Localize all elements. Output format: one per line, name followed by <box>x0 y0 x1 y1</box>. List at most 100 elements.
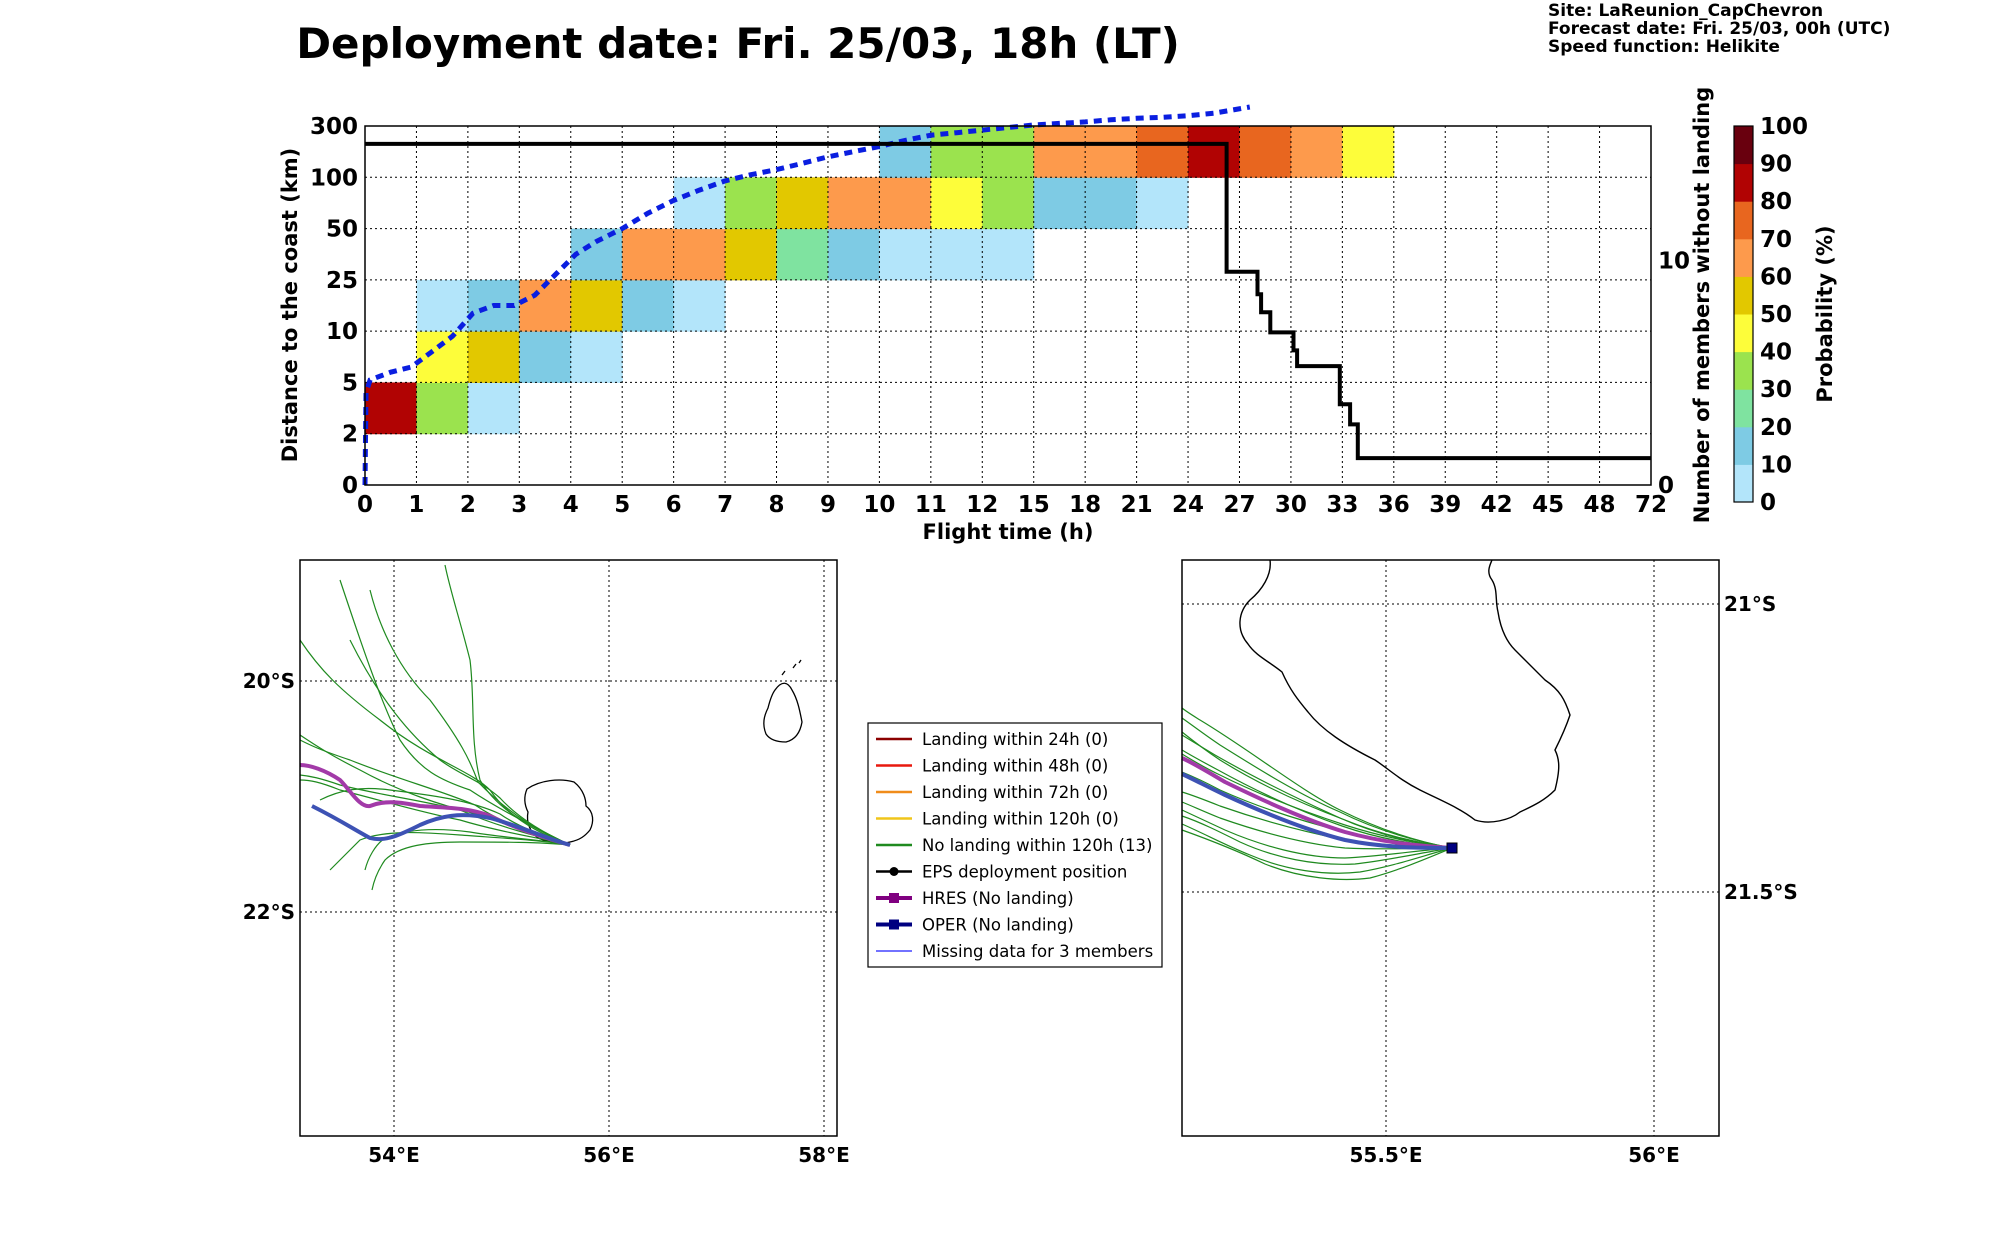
heatmap-cell <box>673 228 726 281</box>
heatmap-cells <box>365 126 1395 435</box>
page-title: Deployment date: Fri. 25/03, 18h (LT) <box>296 19 1180 68</box>
colorbar-tick-label: 0 <box>1760 490 1776 516</box>
colorbar-cell <box>1734 426 1753 465</box>
colorbar-cell <box>1734 126 1753 165</box>
heatmap-frame <box>364 125 1652 486</box>
probability-heatmap-chart: 0 1 2 3 4 5 6 7 8 9 10 11 12 15 18 21 24 27 30 33 36 39 42 45 48… <box>278 87 1714 544</box>
legend-label: Landing within 48h (0) <box>922 757 1108 776</box>
forecast-label: Forecast date: Fri. 25/03, 00h (UTC) <box>1548 19 1890 39</box>
legend-item: Landing within 120h (0) <box>876 810 1119 829</box>
x-tick-label: 10 <box>863 492 895 518</box>
heatmap-cell <box>930 228 983 281</box>
y2-tick-label: 10 <box>1658 249 1690 275</box>
heatmap-cell <box>622 228 675 281</box>
heatmap-cell <box>776 228 829 281</box>
x-tick-labels: 0 1 2 3 4 5 6 7 8 9 10 11 12 15 18 21 24 27 30 33 36 39 42 45 48… <box>357 492 1667 518</box>
legend-item: HRES (No landing) <box>876 889 1074 908</box>
y-tick-label: 300 <box>310 114 358 140</box>
legend-item: Landing within 72h (0) <box>876 783 1108 802</box>
colorbar-label: Probability (%) <box>1813 225 1837 402</box>
colorbar-cell <box>1734 464 1753 503</box>
x-tick-label: 30 <box>1275 492 1307 518</box>
colorbar-cell <box>1734 238 1753 277</box>
x-tick-label: 3 <box>511 492 527 518</box>
colorbar-tick-label: 10 <box>1760 452 1792 478</box>
heatmap-cell <box>1085 126 1138 178</box>
reunion-island-detail-outline <box>1239 559 1571 823</box>
y-tick-label: 5 <box>342 370 358 396</box>
heatmap-cell <box>673 279 726 332</box>
legend-label: HRES (No landing) <box>922 889 1074 908</box>
heatmap-cell <box>776 177 829 230</box>
heatmap-cell <box>1239 126 1292 178</box>
legend-label: EPS deployment position <box>922 863 1127 882</box>
right-lon-tick-55-5: 55.5°E <box>1349 1143 1422 1167</box>
x-tick-label: 7 <box>717 492 733 518</box>
colorbar-cell <box>1734 389 1753 428</box>
legend-item: No landing within 120h (13) <box>876 836 1152 855</box>
y-tick-label: 100 <box>310 165 358 191</box>
y2-tick-labels: 0 10 <box>1658 249 1690 499</box>
left-map-gridlines <box>300 560 837 1136</box>
heatmap-cell <box>416 382 469 435</box>
legend-label: OPER (No landing) <box>922 916 1074 935</box>
heatmap-cell <box>1342 126 1395 178</box>
legend-item: Missing data for 3 members <box>876 942 1153 961</box>
islet-1 <box>781 659 802 676</box>
x-axis-label: Flight time (h) <box>923 520 1094 544</box>
heatmap-cell <box>1136 177 1189 230</box>
colorbar-tick-label: 60 <box>1760 264 1792 290</box>
heatmap-cell <box>879 177 932 230</box>
x-tick-label: 27 <box>1223 492 1255 518</box>
x-tick-label: 6 <box>666 492 682 518</box>
right-lat-tick-21-5s: 21.5°S <box>1724 880 1798 904</box>
colorbar-cell <box>1734 314 1753 353</box>
x-tick-label: 8 <box>769 492 785 518</box>
legend-marker <box>889 893 899 903</box>
heatmap-cell <box>519 279 572 332</box>
reunion-island-outline <box>524 779 594 844</box>
heatmap-cell <box>1085 177 1138 230</box>
colorbar-tick-label: 50 <box>1760 302 1792 328</box>
heatmap-cell <box>982 228 1035 281</box>
y-tick-label: 10 <box>326 319 358 345</box>
colorbar-cell <box>1734 201 1753 240</box>
trajectory-legend: Landing within 24h (0) Landing within 48h… <box>867 722 1163 968</box>
legend-item: OPER (No landing) <box>876 916 1074 935</box>
heatmap-cell <box>1290 126 1343 178</box>
right-lat-tick-21s: 21°S <box>1724 592 1776 616</box>
heatmap-cell <box>725 177 778 230</box>
y-tick-label: 2 <box>342 422 358 448</box>
legend-label: No landing within 120h (13) <box>922 836 1152 855</box>
x-tick-label: 21 <box>1121 492 1153 518</box>
right-map-gridlines <box>1182 560 1719 1136</box>
x-tick-label: 5 <box>614 492 630 518</box>
colorbar-tick-labels: 0 10 20 30 40 50 60 70 80 90 100 <box>1760 114 1808 516</box>
left-lat-tick-22s: 22°S <box>243 900 295 924</box>
left-lon-tick-54: 54°E <box>368 1143 420 1167</box>
heatmap-cell <box>416 279 469 332</box>
heatmap-cell <box>725 228 778 281</box>
right-trajectory-map: 55.5°E 56°E 21°S 21.5°S <box>1181 559 1798 1167</box>
probability-colorbar: 0 10 20 30 40 50 60 70 80 90 100 Probability (%) <box>1733 114 1837 516</box>
deployment-position-marker <box>1446 842 1458 854</box>
heatmap-cell <box>570 279 623 332</box>
heatmap-cell <box>879 126 932 178</box>
legend-item: EPS deployment position <box>876 863 1127 882</box>
heatmap-cell <box>827 228 880 281</box>
x-tick-label: 2 <box>460 492 476 518</box>
x-tick-label: 12 <box>966 492 998 518</box>
heatmap-cell <box>673 177 726 230</box>
left-map-frame <box>299 559 838 1137</box>
legend-marker <box>889 867 899 876</box>
heatmap-cell <box>827 177 880 230</box>
colorbar-frame <box>1733 125 1754 503</box>
y2-axis-label: Number of members without landing <box>1690 87 1714 524</box>
heatmap-cell <box>467 331 520 383</box>
legend-label: Landing within 24h (0) <box>922 730 1108 749</box>
x-tick-label: 18 <box>1069 492 1101 518</box>
x-tick-label: 48 <box>1584 492 1616 518</box>
heatmap-cell <box>1188 126 1240 178</box>
x-tick-label: 1 <box>408 492 424 518</box>
